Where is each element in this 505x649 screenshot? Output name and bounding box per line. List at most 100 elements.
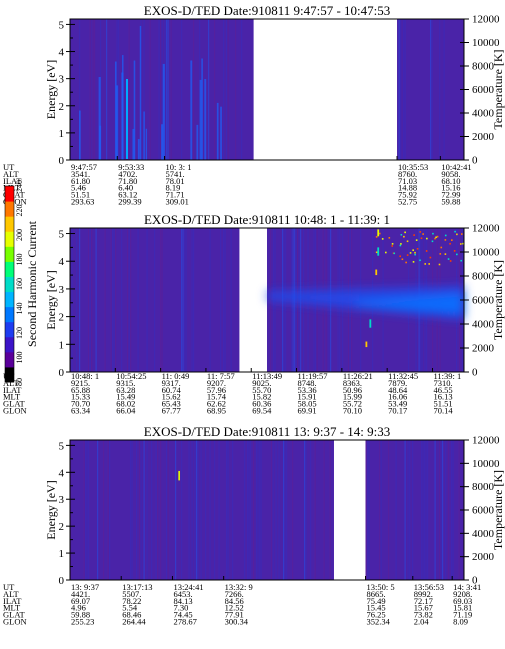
energy-dot (413, 234, 415, 236)
energy-streak (377, 247, 380, 256)
energy-dot (434, 237, 436, 240)
energy-streak (375, 269, 378, 276)
colorbar-tick-label: 240 (15, 180, 24, 192)
table-cell: 61.80 (71, 176, 90, 186)
energy-band (267, 286, 464, 320)
y-right-tick-label: 6000 (472, 295, 495, 307)
y-right-tick-label: 6000 (472, 84, 495, 96)
table-cell: 7266. (225, 589, 244, 599)
y-tick-label: 2 (59, 312, 65, 324)
table-cell: 62.62 (207, 399, 226, 409)
y-right-tick-label: 4000 (472, 108, 495, 120)
table-cell: 11:19:57 (298, 371, 328, 381)
table-cell: 4.96 (71, 603, 86, 613)
spectrogram-texture (78, 19, 243, 161)
colorbar-swatch (5, 276, 14, 293)
table-cell: 78.22 (122, 596, 141, 606)
table-cell: 10: 3: 1 (166, 162, 192, 172)
table-cell: 255.23 (71, 617, 94, 627)
table-cell: 63.34 (71, 406, 91, 416)
table-cell: 9215. (71, 378, 90, 388)
y-right-tick-label: 10000 (472, 247, 500, 259)
table-cell: 11: 0:49 (162, 371, 190, 381)
table-cell: 5.54 (122, 603, 138, 613)
y-right-tick-label: 12000 (472, 223, 500, 235)
table-cell: 50.96 (343, 385, 362, 395)
table-cell: 9208. (453, 589, 472, 599)
table-row-label: UT (3, 582, 15, 592)
table-row-label: GLAT (3, 399, 26, 409)
energy-dot (460, 233, 463, 235)
table-row-label: GLON (3, 197, 27, 207)
y-tick-label: 0 (59, 575, 65, 587)
energy-spike (133, 60, 136, 160)
energy-dot (444, 239, 447, 241)
table-cell: 6453. (173, 589, 192, 599)
table-cell: 8.19 (166, 183, 181, 193)
energy-spike (162, 63, 165, 160)
y-tick-label: 2 (59, 521, 65, 533)
table-cell: 7879. (388, 378, 407, 388)
y-right-tick-label: 0 (472, 367, 478, 379)
y-right-tick-label: 4000 (472, 319, 495, 331)
y-right-tick-label: 12000 (472, 14, 500, 26)
table-cell: 15.62 (162, 392, 181, 402)
energy-dot (409, 252, 412, 254)
energy-dot (399, 255, 402, 258)
table-cell: 14.88 (398, 183, 417, 193)
energy-dot (425, 250, 428, 252)
table-row-label: ALT (3, 378, 20, 388)
energy-dot (406, 240, 409, 243)
table-row-label: ALT (3, 169, 20, 179)
table-cell: 293.63 (71, 197, 94, 207)
table-cell: 15.91 (298, 392, 317, 402)
colorbar-swatch (5, 261, 14, 277)
colorbar: 80 100 120 140 160 180 200 220 240 Second Harmoni… (4, 180, 39, 386)
table-cell: 13:32: 9 (225, 582, 253, 592)
energy-spike (99, 125, 102, 160)
energy-dot (422, 233, 424, 235)
table-cell: 15.45 (367, 603, 386, 613)
table-row-label: MLT (3, 603, 21, 613)
table-cell: 84.13 (173, 596, 192, 606)
table-cell: 63.12 (118, 190, 137, 200)
energy-dot (426, 237, 428, 240)
table-cell: 10:48: 1 (71, 371, 99, 381)
table-cell: 278.67 (173, 617, 196, 627)
energy-spike (161, 124, 164, 160)
table-cell: 264.44 (122, 617, 146, 627)
energy-dot (449, 260, 452, 262)
energy-streak (365, 341, 368, 348)
table-cell: 72.99 (441, 190, 460, 200)
table-cell: 2.04 (414, 617, 430, 627)
table-cell: 71.03 (398, 176, 417, 186)
y-right-tick-label: 10000 (472, 458, 500, 470)
table-cell: 4702. (118, 169, 137, 179)
table-cell: 9025. (252, 378, 271, 388)
table-cell: 9207. (207, 378, 226, 388)
y-right-tick-label: 4000 (472, 528, 495, 540)
table-cell: 309.01 (166, 197, 189, 207)
table-cell: 70.17 (388, 406, 407, 416)
energy-dot (414, 253, 416, 256)
table-cell: 8665. (367, 589, 386, 599)
energy-spike (98, 76, 101, 160)
table-cell: 68.95 (207, 406, 226, 416)
energy-spike (122, 55, 124, 160)
table-cell: 8.09 (453, 617, 468, 627)
energy-dot (431, 240, 434, 243)
colorbar-frame (4, 185, 15, 383)
table-cell: 13:56:53 (414, 582, 444, 592)
energy-streak (178, 470, 180, 481)
table-cell: 69.03 (453, 596, 472, 606)
table-cell: 7310. (433, 378, 452, 388)
table-cell: 300.34 (225, 617, 249, 627)
table-cell: 15.81 (453, 603, 472, 613)
table-cell: 68.10 (441, 176, 460, 186)
y-tick-label: 5 (59, 440, 65, 452)
table-cell: 74.45 (173, 610, 192, 620)
table-cell: 15.99 (343, 392, 362, 402)
energy-dot (375, 251, 378, 254)
y-tick-label: 0 (59, 367, 65, 379)
table-cell: 16.13 (433, 392, 452, 402)
